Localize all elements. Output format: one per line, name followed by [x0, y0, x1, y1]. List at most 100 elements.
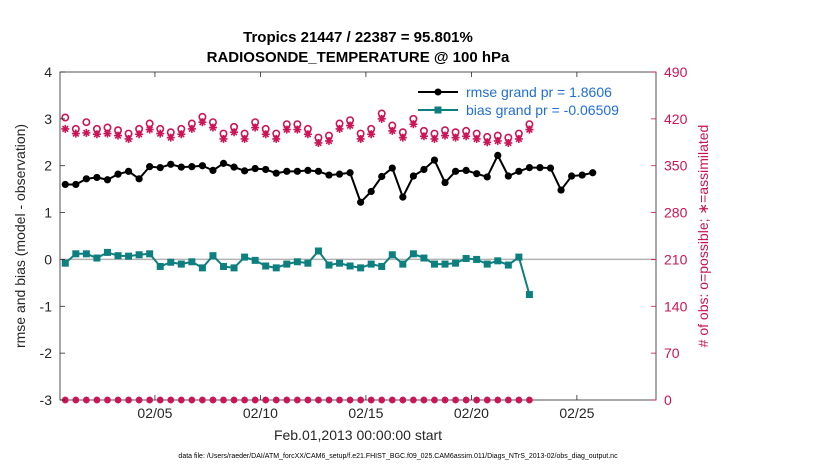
obs-assimilated-stroke: [115, 397, 121, 403]
obs-assimilated-stroke: [431, 135, 438, 143]
obs-assimilated-point: [220, 396, 227, 404]
obs-assimilated-point: [282, 125, 291, 134]
y-tick-label: 1: [44, 205, 52, 221]
obs-assimilated-point: [483, 138, 492, 147]
y-tick-label: -1: [40, 298, 53, 314]
y2-tick-label: 350: [664, 158, 688, 174]
bias-point: [304, 259, 312, 267]
obs-assimilated-point: [198, 118, 207, 127]
obs-assimilated-stroke: [220, 397, 227, 403]
obs-assimilated-point: [293, 125, 302, 134]
obs-assimilated-stroke: [209, 124, 217, 131]
obs-assimilated-stroke: [400, 397, 406, 403]
obs-assimilated-stroke: [156, 130, 164, 137]
rmse-point: [346, 169, 354, 177]
obs-assimilated-point: [303, 130, 312, 139]
rmse-point: [578, 171, 586, 179]
rmse-point: [93, 173, 101, 182]
obs-assimilated-point: [177, 130, 186, 139]
obs-assimilated-stroke: [283, 397, 290, 403]
obs-assimilated-point: [146, 396, 153, 404]
obs-assimilated-stroke: [241, 397, 248, 403]
obs-assimilated-point: [72, 396, 80, 404]
y2-tick-label: 140: [664, 298, 688, 314]
obs-assimilated-point: [273, 396, 280, 404]
obs-assimilated-point: [114, 131, 123, 140]
obs-assimilated-stroke: [462, 132, 470, 140]
legend-rmse-label: rmse grand pr = 1.8606: [466, 84, 612, 100]
obs-assimilated-point: [251, 123, 260, 132]
obs-assimilated-point: [484, 396, 491, 404]
bias-point: [378, 262, 386, 270]
obs-assimilated-stroke: [367, 130, 375, 138]
obs-assimilated-stroke: [125, 135, 132, 143]
bias-point: [125, 252, 133, 260]
x-tick-label: 02/20: [454, 405, 489, 421]
obs-assimilated-stroke: [241, 135, 248, 143]
obs-assimilated-point: [251, 396, 259, 404]
y2-axis-label: # of obs: o=possible; ∗=assimilated: [695, 125, 711, 348]
obs-assimilated-stroke: [252, 397, 258, 403]
rmse-point: [409, 172, 417, 180]
bias-point: [82, 250, 90, 258]
obs-assimilated-stroke: [283, 126, 291, 133]
plot-area: [59, 71, 657, 401]
obs-assimilated-stroke: [421, 397, 427, 403]
obs-assimilated-stroke: [199, 118, 206, 126]
obs-assimilated-point: [272, 134, 281, 143]
obs-assimilated-stroke: [315, 139, 322, 147]
y-tick-label: -2: [40, 345, 53, 361]
legend-bias-marker: [434, 106, 442, 114]
obs-assimilated-stroke: [178, 397, 185, 403]
obs-assimilated-stroke: [83, 397, 90, 403]
obs-assimilated-stroke: [294, 397, 301, 403]
obs-assimilated-stroke: [441, 132, 449, 139]
obs-assimilated-stroke: [262, 130, 270, 138]
obs-assimilated-stroke: [72, 130, 80, 137]
obs-assimilated-stroke: [326, 397, 332, 403]
rmse-point: [325, 171, 333, 179]
obs-possible-point: [61, 113, 70, 122]
obs-assimilated-point: [505, 396, 512, 404]
obs-assimilated-point: [324, 136, 333, 145]
obs-assimilated-stroke: [231, 397, 237, 403]
obs-assimilated-point: [388, 126, 397, 135]
y2-tick-label: 490: [664, 64, 688, 80]
obs-assimilated-point: [145, 125, 154, 134]
obs-assimilated-stroke: [388, 127, 396, 135]
obs-assimilated-stroke: [526, 126, 533, 133]
bias-point: [251, 256, 259, 264]
obs-assimilated-stroke: [347, 397, 353, 403]
obs-assimilated-stroke: [189, 397, 195, 403]
rmse-point: [525, 163, 534, 172]
bias-point: [483, 260, 491, 268]
y-axis-label: rmse and bias (model - observation): [12, 124, 28, 348]
obs-assimilated-point: [356, 134, 365, 143]
bias-point: [220, 262, 228, 270]
bias-point: [504, 261, 512, 269]
obs-assimilated-stroke: [62, 397, 69, 403]
rmse-point: [462, 166, 470, 174]
obs-assimilated-stroke: [230, 128, 238, 136]
bias-point: [452, 259, 460, 267]
rmse-point: [420, 165, 428, 174]
y2-tick-label: 70: [664, 345, 680, 361]
obs-assimilated-point: [294, 396, 301, 404]
rmse-point: [557, 186, 565, 194]
bias-point: [72, 250, 80, 258]
y2-tick-label: 0: [664, 392, 672, 408]
rmse-point: [483, 173, 491, 181]
obs-assimilated-point: [157, 396, 164, 404]
obs-assimilated-stroke: [61, 125, 69, 133]
obs-assimilated-stroke: [315, 397, 322, 403]
obs-assimilated-stroke: [251, 124, 259, 131]
obs-assimilated-stroke: [167, 134, 175, 141]
rmse-point: [241, 167, 249, 175]
x-tick-label: 02/25: [559, 405, 594, 421]
obs-assimilated-point: [314, 138, 323, 147]
obs-assimilated-point: [494, 396, 501, 404]
obs-assimilated-stroke: [136, 397, 142, 403]
obs-assimilated-point: [378, 396, 385, 404]
bias-point: [346, 262, 354, 270]
